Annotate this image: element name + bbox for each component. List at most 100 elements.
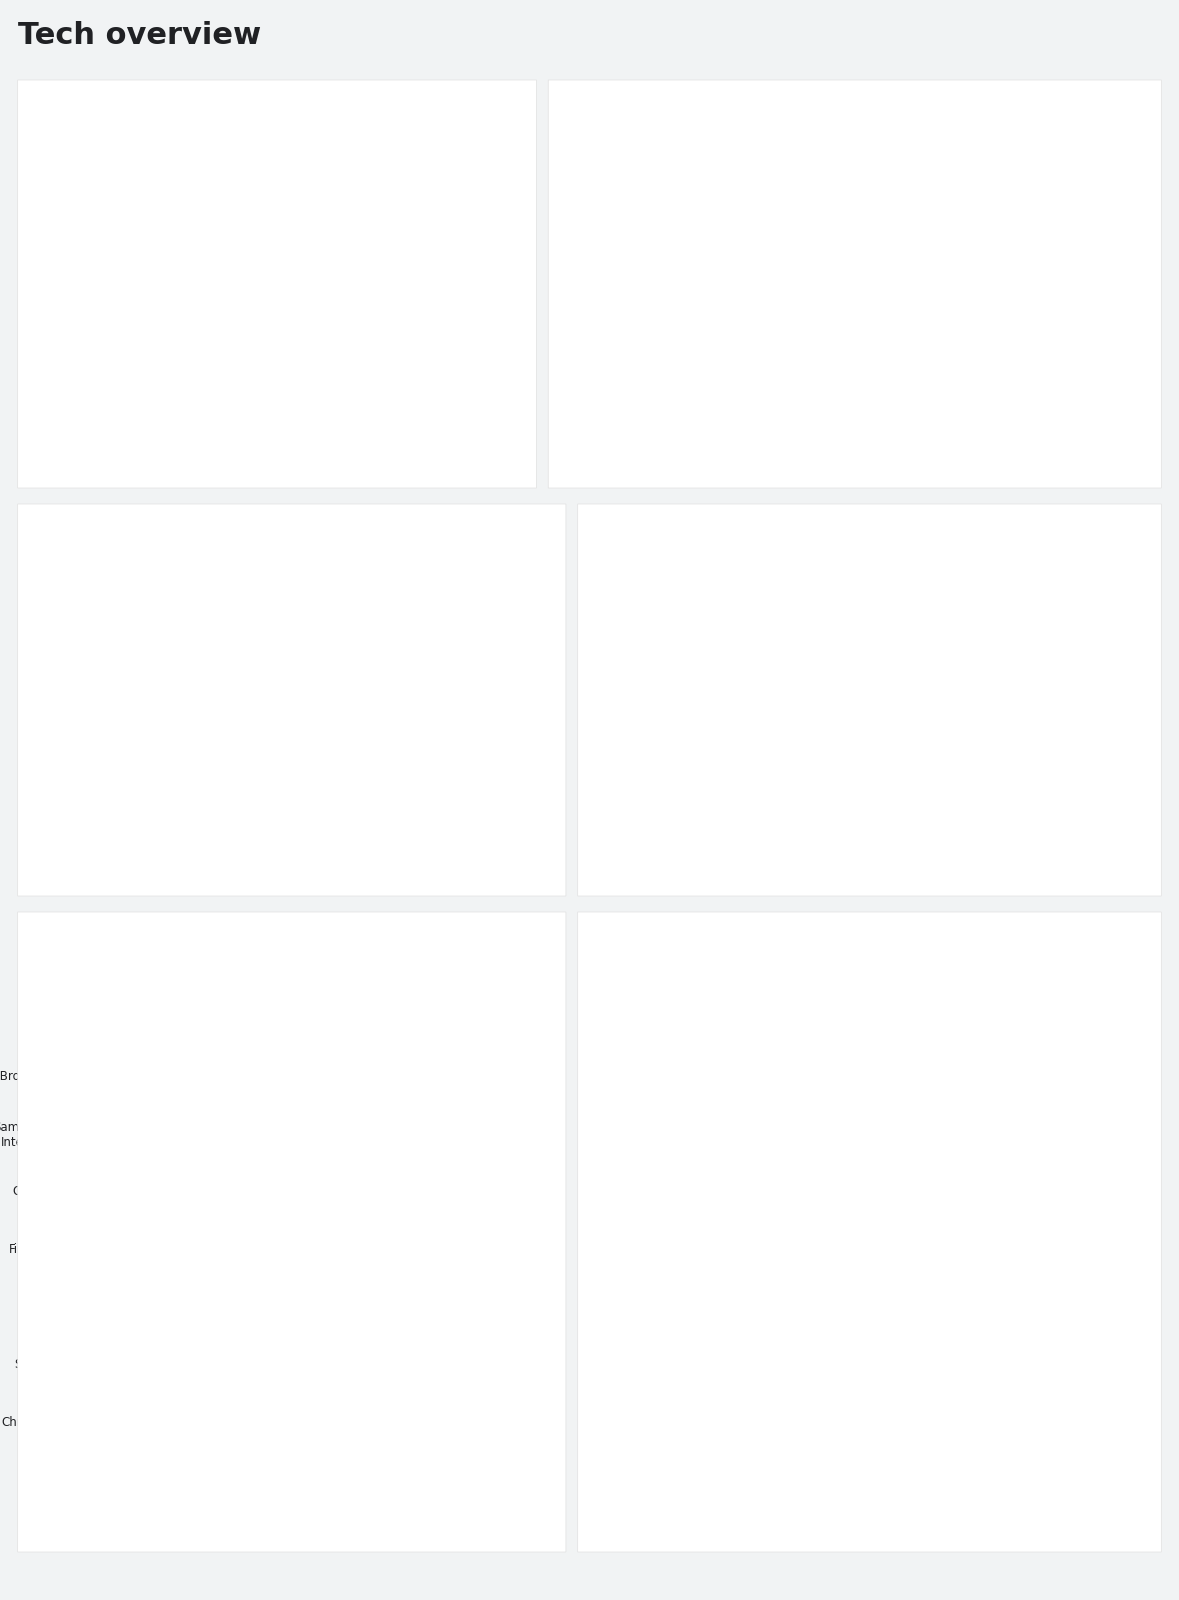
Bar: [1120, 267, 1134, 304]
Bar: [869, 274, 883, 304]
Text: Android: Android: [40, 576, 85, 589]
Bar: [40, 595, 512, 600]
Bar: [53, 1405, 523, 1437]
Text: 302: 302: [521, 696, 544, 710]
Text: USERS: USERS: [1068, 302, 1107, 312]
Text: View real time →: View real time →: [961, 466, 1066, 480]
Text: View browsers →: View browsers →: [413, 1498, 518, 1510]
Bar: [826, 267, 841, 304]
Text: 5.0%: 5.0%: [368, 317, 422, 334]
Text: 11: 11: [1124, 818, 1138, 830]
Text: 732: 732: [1115, 696, 1138, 710]
Text: Users▾ by Platform/Device category: Users▾ by Platform/Device category: [601, 523, 839, 536]
Text: ANDROID: ANDROID: [368, 150, 415, 160]
Bar: [40, 715, 46, 722]
Bar: [1015, 245, 1029, 304]
Bar: [700, 290, 716, 304]
Text: 274: 274: [1115, 778, 1138, 790]
Circle shape: [270, 216, 407, 322]
Bar: [659, 229, 673, 304]
Bar: [601, 675, 626, 682]
Text: View device categories →: View device categories →: [950, 1506, 1109, 1518]
Text: USERS IN LAST 30 MINUTES: USERS IN LAST 30 MINUTES: [572, 104, 736, 114]
Bar: [889, 282, 904, 304]
Text: 90.8%: 90.8%: [638, 1472, 700, 1490]
Bar: [722, 251, 737, 304]
Text: Chrome OS: Chrome OS: [40, 778, 106, 790]
Text: Users▾ by Device category: Users▾ by Device category: [606, 949, 784, 962]
Bar: [784, 259, 799, 304]
Bar: [1078, 274, 1093, 304]
Text: Linux: Linux: [40, 738, 72, 750]
Bar: [1099, 259, 1114, 304]
Text: 4.0%: 4.0%: [1005, 1472, 1055, 1490]
Bar: [764, 274, 778, 304]
Bar: [680, 290, 694, 304]
Text: ▼ Platform exactly matches 'web': ▼ Platform exactly matches 'web': [211, 963, 387, 974]
Text: Users▾ by Browser: Users▾ by Browser: [40, 936, 163, 949]
Text: USERS: USERS: [1102, 550, 1138, 562]
Bar: [601, 755, 617, 762]
Text: 1.1K: 1.1K: [1112, 656, 1138, 669]
Bar: [53, 1232, 87, 1264]
Text: View operating systems →: View operating systems →: [389, 869, 544, 882]
Bar: [601, 595, 1104, 600]
Bar: [638, 237, 652, 304]
Text: iOS / tablet: iOS / tablet: [601, 696, 667, 710]
Bar: [973, 259, 988, 304]
Bar: [743, 245, 757, 304]
Circle shape: [176, 339, 257, 402]
Text: 54: 54: [529, 738, 544, 750]
Text: 771: 771: [521, 656, 544, 669]
Bar: [53, 1117, 62, 1149]
Text: Android / tablet: Android / tablet: [601, 738, 693, 750]
Text: View platforms →: View platforms →: [350, 454, 457, 467]
Text: by Platform: by Platform: [81, 104, 163, 118]
Text: web / desktop: web / desktop: [601, 656, 684, 669]
Bar: [572, 365, 1053, 374]
Text: Macintosh: Macintosh: [40, 696, 100, 710]
Bar: [617, 267, 632, 304]
Circle shape: [28, 150, 354, 402]
Bar: [1036, 245, 1050, 304]
Text: Playstation 4: Playstation 4: [40, 818, 117, 830]
Text: Users: Users: [44, 104, 83, 118]
Text: MOBILE: MOBILE: [651, 1411, 689, 1421]
Bar: [601, 797, 607, 802]
Text: Tech overview: Tech overview: [18, 21, 261, 51]
Text: web / tablet: web / tablet: [601, 818, 672, 830]
Text: 2: 2: [536, 818, 544, 830]
Bar: [53, 1174, 71, 1206]
Text: TOP PLATFORMS: TOP PLATFORMS: [572, 302, 670, 312]
Bar: [53, 1290, 99, 1322]
Bar: [595, 259, 611, 304]
Wedge shape: [824, 981, 870, 1066]
Text: WEB: WEB: [368, 299, 390, 309]
Bar: [40, 635, 125, 640]
Text: iOS: iOS: [572, 397, 593, 410]
Text: iOS: iOS: [328, 262, 349, 275]
Text: 710: 710: [1115, 738, 1138, 750]
Bar: [910, 259, 926, 304]
Text: 71: 71: [572, 144, 626, 182]
Text: 3.4K: 3.4K: [1112, 616, 1138, 629]
Text: Android: Android: [572, 333, 620, 346]
Text: 23K: 23K: [521, 576, 544, 589]
Text: Android / mobile: Android / mobile: [601, 576, 698, 589]
Text: PLATFORM/DEVICE CATEGORY: PLATFORM/DEVICE CATEGORY: [601, 550, 764, 562]
Text: 49: 49: [1121, 333, 1138, 346]
Text: View platform devices →: View platform devices →: [994, 869, 1138, 882]
Bar: [572, 365, 1138, 374]
Bar: [1058, 282, 1072, 304]
Text: DESKTOP: DESKTOP: [1007, 1411, 1052, 1421]
Bar: [572, 429, 1138, 440]
Text: Users▾ by Operating system: Users▾ by Operating system: [40, 523, 228, 536]
Wedge shape: [690, 981, 1049, 1342]
Bar: [601, 635, 679, 640]
Text: 4.2K: 4.2K: [518, 616, 544, 629]
Text: 14.7%: 14.7%: [368, 242, 436, 261]
Bar: [572, 429, 786, 440]
Text: IOS: IOS: [368, 226, 386, 235]
Bar: [575, 274, 590, 304]
Bar: [848, 274, 862, 304]
